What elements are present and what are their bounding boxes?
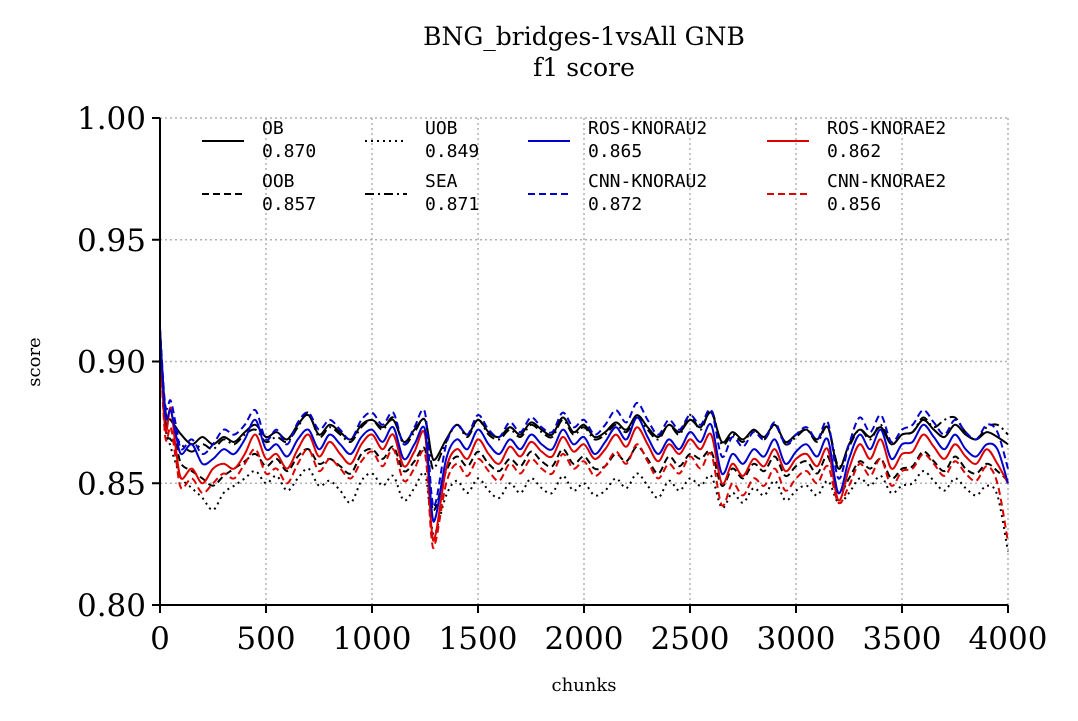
series-line-ob [159,332,1009,470]
legend-label: CNN-KNORAU2 [588,171,707,192]
chart-subtitle: f1 score [533,53,635,82]
series-line-uob [159,341,1009,552]
legend-value: 0.865 [588,141,642,162]
series-line-ros-knorau2 [159,329,1009,523]
x-axis-label: chunks [551,675,616,696]
y-axis-label: score [24,337,45,386]
x-tick-label: 1000 [333,621,412,657]
x-tick-label: 500 [236,621,295,657]
legend-label: ROS-KNORAU2 [588,118,707,139]
x-tick-label: 1500 [439,621,518,657]
x-axis-ticks: 0 500 1000 1500 2000 2500 3000 3500 4000 [150,605,1047,657]
x-tick-label: 0 [150,621,170,657]
legend-label: OOB [262,171,295,192]
y-tick-label: 0.95 [77,223,146,259]
series-line-ros-knorae2 [159,339,1009,542]
legend-value: 0.871 [425,194,479,215]
x-tick-label: 3000 [757,621,836,657]
legend-label: OB [262,118,284,139]
legend-label: SEA [425,171,458,192]
y-tick-label: 0.85 [77,466,146,502]
series-lines [159,327,1009,552]
x-tick-label: 3500 [863,621,942,657]
x-tick-label: 4000 [969,621,1048,657]
legend-label: CNN-KNORAE2 [827,171,946,192]
y-tick-label: 1.00 [77,101,146,137]
chart-title: BNG_bridges-1vsAll GNB [423,22,745,51]
series-line-oob [159,349,1009,512]
series-line-sea [159,344,1009,471]
legend-value: 0.872 [588,194,642,215]
series-line-cnn-knorau2 [159,327,1009,509]
legend-value: 0.857 [262,194,316,215]
legend-label: UOB [425,118,458,139]
series-line-cnn-knorae2 [159,346,1009,550]
legend-value: 0.870 [262,141,316,162]
legend-value: 0.849 [425,141,479,162]
legend-value: 0.856 [827,194,881,215]
y-axis-ticks: 0.80 0.85 0.90 0.95 1.00 [77,101,160,624]
x-tick-label: 2500 [651,621,730,657]
y-tick-label: 0.90 [77,345,146,381]
x-tick-label: 2000 [545,621,624,657]
legend-label: ROS-KNORAE2 [827,118,946,139]
y-tick-label: 0.80 [77,588,146,624]
legend-value: 0.862 [827,141,881,162]
